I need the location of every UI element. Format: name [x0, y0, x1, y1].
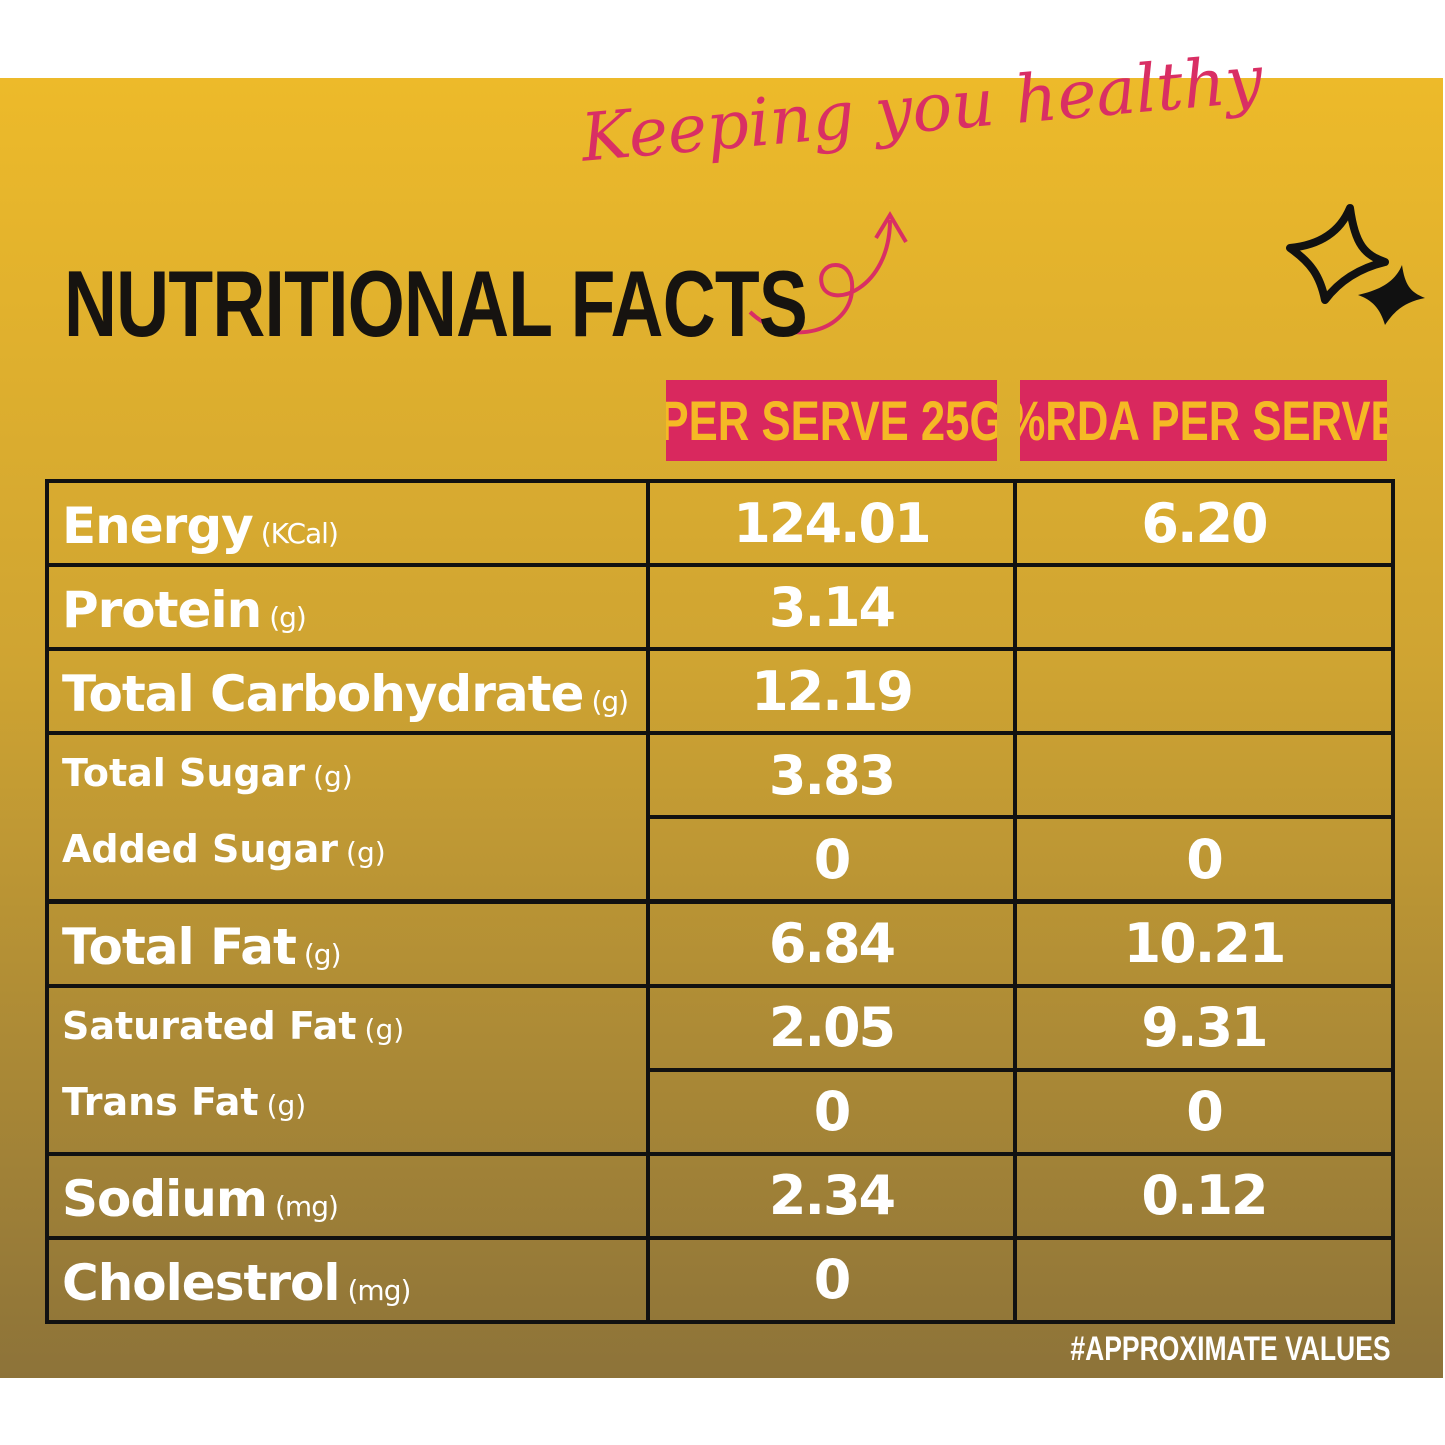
value-cell: 3.14	[646, 563, 1017, 652]
background-panel	[0, 78, 1443, 1378]
value: 0	[1186, 827, 1224, 891]
value-cell: 3.83	[646, 731, 1017, 820]
value-cell: 12.19	[646, 647, 1017, 736]
value: 10.21	[1123, 912, 1287, 976]
nutrient-name: Cholestrol	[62, 1253, 340, 1312]
value-cell: 9.31	[1013, 983, 1395, 1072]
value-cell: 6.84	[646, 899, 1017, 988]
value-cell: 0	[646, 815, 1017, 904]
value: 0	[813, 827, 852, 891]
value-cell: 10.21	[1013, 899, 1395, 988]
title: NUTRITIONAL FACTS	[64, 251, 808, 356]
column-header: %RDA PER SERVE	[1020, 380, 1387, 461]
row-label: Saturated Fat (g)	[62, 1004, 404, 1048]
nutrient-name: Sodium	[62, 1169, 268, 1228]
nutrient-name: Trans Fat	[62, 1079, 259, 1124]
value-cell: 2.34	[646, 1151, 1017, 1240]
value: 0	[1186, 1080, 1224, 1144]
column-header-text: %RDA PER SERVE	[1020, 389, 1387, 452]
value-cell	[1013, 1235, 1395, 1324]
column-header-text: PER SERVE 25G	[666, 389, 997, 452]
value: 0.12	[1141, 1164, 1268, 1228]
value: 124.01	[733, 491, 931, 555]
value: 12.19	[751, 659, 914, 723]
row-label: Total Sugar (g)	[62, 751, 353, 795]
nutrient-name: Total Sugar	[62, 751, 306, 796]
nutrient-unit: (g)	[364, 1012, 405, 1046]
value-cell	[1013, 647, 1395, 736]
value-cell: 0	[646, 1067, 1017, 1156]
value-cell: 0	[1013, 1067, 1395, 1156]
nutrient-unit: (g)	[266, 1088, 307, 1122]
footnote: #APPROXIMATE VALUES	[1070, 1330, 1391, 1368]
nutrient-unit: (g)	[313, 760, 353, 794]
nutrient-unit: (g)	[591, 685, 629, 719]
value: 3.14	[768, 575, 896, 639]
nutrient-unit: (g)	[303, 937, 342, 971]
value: 0	[813, 1080, 852, 1144]
row-label: Trans Fat (g)	[62, 1080, 306, 1124]
column-header: PER SERVE 25G	[666, 380, 997, 461]
value-cell: 0	[646, 1235, 1017, 1324]
row-label: Added Sugar (g)	[62, 827, 386, 871]
value: 2.05	[768, 996, 896, 1060]
nutrient-name: Energy	[62, 497, 254, 555]
row-label: Protein (g)	[62, 581, 307, 640]
nutrient-unit: (KCal)	[260, 517, 339, 550]
value-cell	[1013, 731, 1395, 820]
nutrient-name: Total Carbohydrate	[62, 665, 584, 724]
nutrient-name: Added Sugar	[62, 827, 339, 872]
row-label: Total Carbohydrate (g)	[62, 665, 629, 724]
value: 9.31	[1141, 996, 1268, 1060]
nutrient-unit: (g)	[346, 836, 386, 870]
nutrient-name: Protein	[62, 581, 262, 640]
row-label: Cholestrol (mg)	[62, 1253, 412, 1312]
nutrient-name: Saturated Fat	[62, 1003, 357, 1048]
value-cell: 6.20	[1013, 479, 1395, 568]
row-label: Energy (KCal)	[62, 497, 339, 555]
value-cell: 2.05	[646, 983, 1017, 1072]
value-cell: 124.01	[646, 479, 1017, 568]
value: 2.34	[768, 1164, 896, 1228]
row-label: Sodium (mg)	[62, 1169, 339, 1228]
value-cell: 0	[1013, 815, 1395, 904]
value: 6.84	[768, 912, 896, 976]
value-cell: 0.12	[1013, 1151, 1395, 1240]
value: 0	[813, 1248, 852, 1312]
value: 6.20	[1141, 491, 1268, 555]
nutrient-unit: (g)	[269, 601, 307, 635]
value: 3.83	[768, 743, 896, 807]
decorations	[748, 204, 1425, 335]
nutrient-unit: (mg)	[347, 1273, 412, 1307]
value-cell	[1013, 563, 1395, 652]
row-label: Total Fat (g)	[62, 918, 341, 976]
nutrient-name: Total Fat	[62, 917, 297, 976]
nutrient-unit: (mg)	[275, 1189, 339, 1223]
